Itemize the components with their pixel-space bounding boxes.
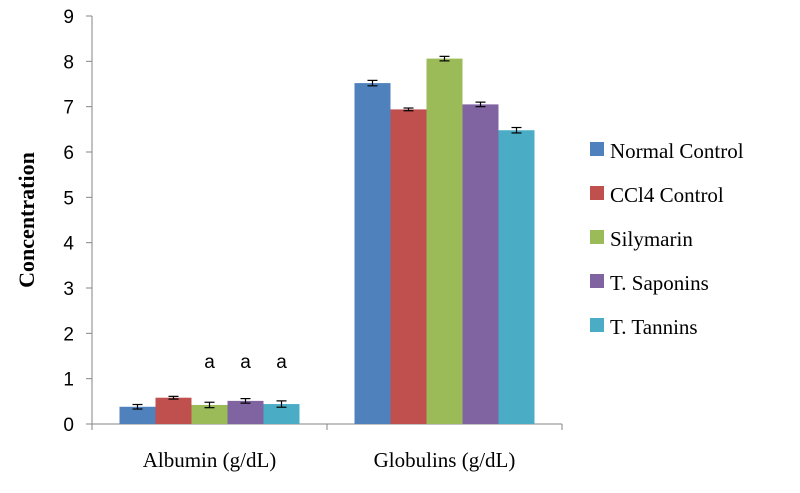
legend-swatch [590,142,604,156]
significance-annotation: a [240,352,251,373]
y-axis-label: Concentration [14,152,39,288]
bar [155,397,192,424]
legend-swatch [590,186,604,200]
legend-swatch [590,318,604,332]
axes: 0 1 2 3 4 5 6 7 8 9 Albumin (g/dL) Globulins (g/dL) [63,7,563,472]
y-tick-label: 3 [63,279,74,300]
legend-label: Normal Control [610,139,744,163]
legend-swatch [590,230,604,244]
legend-label: Silymarin [610,227,693,251]
bar [263,404,300,424]
legend-label: CCl4 Control [610,183,724,207]
bar [354,83,391,425]
y-tick-label: 9 [63,7,74,28]
bars [119,58,535,425]
y-tick-label: 6 [63,143,74,164]
x-tick-label: Albumin (g/dL) [143,448,277,472]
bar [390,109,427,425]
bar [462,104,499,425]
bar [119,406,156,424]
legend: Normal Control CCl4 Control Silymarin T. Sa… [590,139,744,339]
y-tick-label: 2 [63,324,74,345]
y-tick-label: 7 [63,98,74,119]
y-tick-label: 8 [63,52,74,73]
bar [227,400,264,424]
y-tick-label: 0 [63,415,74,436]
bar [426,58,463,424]
bar [498,130,535,425]
significance-annotation: a [204,352,215,373]
legend-label: T. Saponins [610,271,709,295]
significance-annotation: a [276,352,287,373]
legend-swatch [590,274,604,288]
bar [191,404,228,424]
error-bars [132,55,522,410]
y-tick-label: 1 [63,370,74,391]
x-tick-label: Globulins (g/dL) [374,448,516,472]
y-tick-label: 4 [63,234,74,255]
legend-label: T. Tannins [610,315,698,339]
y-tick-label: 5 [63,188,74,209]
